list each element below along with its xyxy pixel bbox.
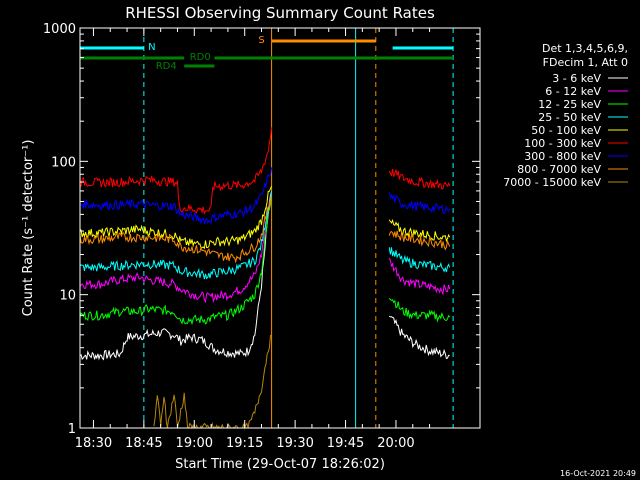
series-line-7-1 bbox=[388, 230, 451, 251]
legend-header-0: Det 1,3,4,5,6,9, bbox=[542, 42, 628, 55]
series-line-6-0 bbox=[79, 167, 273, 225]
legend-label-1: 6 - 12 keV bbox=[545, 85, 601, 98]
y-axis-ticks: 1 10 100 1000 bbox=[43, 22, 480, 437]
y-tick-label-3: 1000 bbox=[43, 22, 76, 37]
legend-label-4: 50 - 100 keV bbox=[531, 124, 601, 137]
bar-label-s: S bbox=[258, 35, 264, 46]
y-tick-label-0: 1 bbox=[68, 422, 76, 437]
x-tick-label-2: 19:00 bbox=[176, 436, 213, 451]
series-line-8-0 bbox=[153, 334, 272, 430]
series-line-1-1 bbox=[388, 257, 451, 296]
legend-label-3: 25 - 50 keV bbox=[538, 111, 601, 124]
series-line-2-0 bbox=[79, 195, 273, 326]
series-line-5-1 bbox=[388, 168, 451, 190]
x-tick-label-0: 18:30 bbox=[75, 436, 112, 451]
series-line-0-0 bbox=[79, 190, 273, 361]
state-bars: N S RD0 RD4 bbox=[80, 35, 454, 72]
bar-label-n: N bbox=[148, 42, 155, 53]
series-line-1-0 bbox=[79, 190, 273, 304]
plot-frame bbox=[79, 27, 481, 429]
legend-label-5: 100 - 300 keV bbox=[524, 137, 601, 150]
series-line-7-0 bbox=[79, 195, 273, 264]
legend-label-0: 3 - 6 keV bbox=[552, 72, 601, 85]
series-line-3-0 bbox=[79, 190, 273, 280]
series-line-0-1 bbox=[388, 315, 450, 360]
x-axis-ticks: 18:30 18:45 19:00 19:15 19:30 19:45 20:00 bbox=[75, 28, 431, 451]
legend-label-2: 12 - 25 keV bbox=[538, 98, 601, 111]
x-tick-label-1: 18:45 bbox=[125, 436, 162, 451]
series-line-4-1 bbox=[388, 218, 451, 243]
legend: Det 1,3,4,5,6,9,FDecim 1, Att 0 3 - 6 keV… bbox=[503, 42, 628, 189]
series-line-2-1 bbox=[388, 297, 451, 323]
legend-label-8: 7000 - 15000 keV bbox=[503, 176, 601, 189]
series-line-6-1 bbox=[388, 192, 451, 215]
series-line-5-0 bbox=[79, 127, 273, 215]
legend-label-7: 800 - 7000 keV bbox=[517, 163, 601, 176]
x-tick-label-6: 20:00 bbox=[377, 436, 414, 451]
bar-label-rd0: RD0 bbox=[190, 52, 211, 63]
chart-title: RHESSI Observing Summary Count Rates bbox=[125, 4, 435, 22]
y-tick-label-2: 100 bbox=[51, 155, 76, 170]
x-axis-label: Start Time (29-Oct-07 18:26:02) bbox=[175, 457, 385, 472]
y-tick-label-1: 10 bbox=[59, 289, 76, 304]
x-tick-label-3: 19:15 bbox=[226, 436, 263, 451]
series-line-4-0 bbox=[79, 186, 273, 250]
footer-timestamp: 16-Oct-2021 20:49 bbox=[560, 469, 636, 478]
legend-header-1: FDecim 1, Att 0 bbox=[543, 56, 628, 69]
x-tick-label-5: 19:45 bbox=[327, 436, 364, 451]
bar-label-rd4: RD4 bbox=[156, 61, 177, 72]
x-tick-label-4: 19:30 bbox=[276, 436, 313, 451]
series-line-3-1 bbox=[388, 247, 451, 273]
series-lines bbox=[79, 127, 451, 430]
legend-label-6: 300 - 800 keV bbox=[524, 150, 601, 163]
y-axis-label: Count Rate (s⁻¹ detector⁻¹) bbox=[21, 140, 36, 317]
